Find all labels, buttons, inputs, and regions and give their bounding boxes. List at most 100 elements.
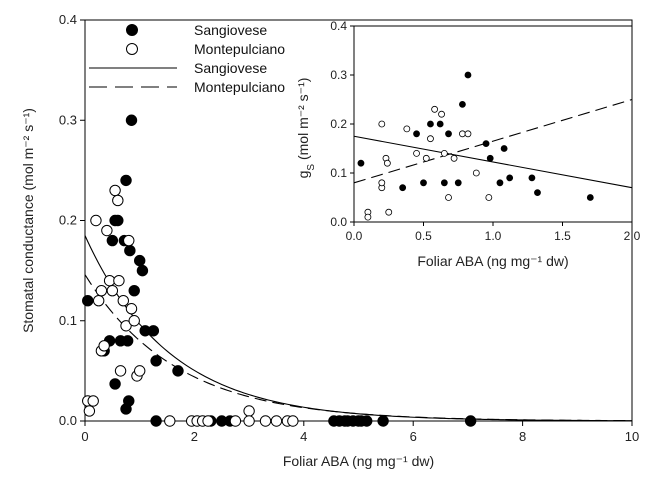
data-point-montepulciano xyxy=(114,365,127,377)
legend: Sangiovese Montepulciano Sangiovese Montepu… xyxy=(89,22,285,95)
data-point-montepulciano xyxy=(270,415,283,427)
data-point-montepulciano xyxy=(243,415,255,427)
data-point-montepulciano xyxy=(90,214,102,227)
inset-data-point-sangiovese xyxy=(399,184,407,192)
fit-line-montepulciano xyxy=(84,274,633,422)
inset-fit-line-montepulciano xyxy=(353,98,633,184)
data-point-sangiovese xyxy=(150,415,162,427)
y-tick-label: 0.3 xyxy=(59,112,77,127)
inset-data-point-sangiovese xyxy=(496,179,504,187)
inset-y-tick-label: 0.2 xyxy=(330,117,347,131)
data-point-montepulciano xyxy=(83,405,96,417)
inset-x-tick-label: 2.0 xyxy=(624,229,641,243)
data-point-sangiovese xyxy=(136,264,149,277)
inset-data-point-montepulciano xyxy=(440,149,448,157)
data-point-montepulciano xyxy=(229,415,242,427)
data-point-sangiovese xyxy=(106,234,119,247)
data-point-montepulciano xyxy=(259,415,272,427)
y-tick-label: 0.4 xyxy=(59,12,77,27)
data-point-sangiovese xyxy=(147,325,160,337)
inset-frame xyxy=(353,25,633,223)
inset-x-axis-title: Foliar ABA (ng mg⁻¹ dw) xyxy=(417,253,568,269)
inset-data-point-sangiovese xyxy=(528,174,536,182)
legend-marker xyxy=(126,24,138,36)
data-point-montepulciano xyxy=(117,295,129,307)
inset-x-tick-label: 1.5 xyxy=(554,229,571,243)
x-tick-label: 10 xyxy=(625,429,639,444)
legend-label: Montepulciano xyxy=(194,41,285,57)
inset-x-tick-label: 0.5 xyxy=(415,229,432,243)
data-point-montepulciano xyxy=(287,415,299,427)
data-point-montepulciano xyxy=(128,315,140,327)
legend-label: Montepulciano xyxy=(194,79,285,95)
data-point-montepulciano xyxy=(202,415,214,427)
data-point-sangiovese xyxy=(172,365,184,377)
inset-data-point-sangiovese xyxy=(500,145,508,152)
data-point-montepulciano xyxy=(87,395,99,407)
inset-data-point-montepulciano xyxy=(431,105,439,113)
data-point-sangiovese xyxy=(109,378,121,390)
x-tick-label: 0 xyxy=(81,429,88,444)
data-point-sangiovese xyxy=(361,415,373,427)
data-point-montepulciano xyxy=(101,224,113,237)
data-point-sangiovese xyxy=(124,244,136,257)
inset-data-point-sangiovese xyxy=(459,101,466,108)
data-point-sangiovese xyxy=(464,415,477,427)
inset-data-point-montepulciano xyxy=(472,169,480,177)
inset-data-point-sangiovese xyxy=(445,130,452,138)
x-tick-label: 6 xyxy=(410,429,417,444)
inset-data-point-sangiovese xyxy=(420,179,427,187)
data-point-montepulciano xyxy=(123,234,135,247)
inset-data-point-sangiovese xyxy=(486,154,494,162)
data-point-montepulciano xyxy=(164,415,176,427)
data-point-montepulciano xyxy=(113,274,125,287)
inset-data-point-montepulciano xyxy=(438,110,445,118)
data-point-montepulciano xyxy=(134,365,146,377)
data-point-montepulciano xyxy=(106,284,119,297)
data-point-sangiovese xyxy=(120,174,132,187)
data-point-sangiovese xyxy=(150,355,162,367)
main-plot: 0 2 4 6 8 10 0.0 0.1 0.2 0.3 0.4 Foliar ABA (ng mg⁻… xyxy=(20,12,639,469)
inset-data-point-sangiovese xyxy=(586,194,594,201)
data-point-montepulciano xyxy=(120,320,132,332)
inset-data-point-sangiovese xyxy=(506,174,514,182)
inset-data-point-montepulciano xyxy=(383,159,391,167)
y-tick-label: 0.0 xyxy=(59,413,77,428)
inset-data-point-sangiovese xyxy=(454,179,462,187)
x-axis-title: Foliar ABA (ng mg⁻¹ dw) xyxy=(283,453,434,469)
inset-data-point-montepulciano xyxy=(459,130,466,138)
inset-data-point-montepulciano xyxy=(485,194,493,201)
inset-y-tick-label: 0.4 xyxy=(330,19,347,33)
x-tick-label: 8 xyxy=(519,429,526,444)
legend-label: Sangiovese xyxy=(194,22,267,38)
inset-data-point-sangiovese xyxy=(357,159,365,167)
inset-data-point-montepulciano xyxy=(378,120,386,128)
inset-data-point-montepulciano xyxy=(403,125,411,133)
inset-data-point-sangiovese xyxy=(440,179,448,187)
data-point-sangiovese xyxy=(128,284,140,297)
inset-data-point-sangiovese xyxy=(482,140,490,148)
y-tick-label: 0.2 xyxy=(59,213,77,228)
inset-x-tick-label: 1.0 xyxy=(485,229,502,243)
inset-data-point-montepulciano xyxy=(413,149,420,157)
inset-data-point-montepulciano xyxy=(445,194,452,201)
inset-data-point-montepulciano xyxy=(427,135,434,143)
inset-data-point-montepulciano xyxy=(378,179,386,187)
inset-data-point-montepulciano xyxy=(422,154,430,162)
inset-y-tick-label: 0.3 xyxy=(330,68,347,82)
data-point-sangiovese xyxy=(134,254,146,267)
inset-x-tick-label: 0.0 xyxy=(346,229,363,243)
y-tick-label: 0.1 xyxy=(59,313,77,328)
fit-line-sangiovese xyxy=(84,235,633,422)
data-point-montepulciano xyxy=(243,405,255,417)
data-point-sangiovese xyxy=(123,395,135,407)
inset-data-point-sangiovese xyxy=(436,120,444,128)
data-point-sangiovese xyxy=(125,114,138,126)
data-point-sangiovese xyxy=(377,415,389,427)
data-point-montepulciano xyxy=(98,340,110,352)
data-point-montepulciano xyxy=(112,194,124,207)
inset-data-point-sangiovese xyxy=(464,71,472,79)
inset-data-point-montepulciano xyxy=(364,213,372,221)
inset-data-point-montepulciano xyxy=(464,130,472,138)
data-point-montepulciano xyxy=(109,184,121,197)
